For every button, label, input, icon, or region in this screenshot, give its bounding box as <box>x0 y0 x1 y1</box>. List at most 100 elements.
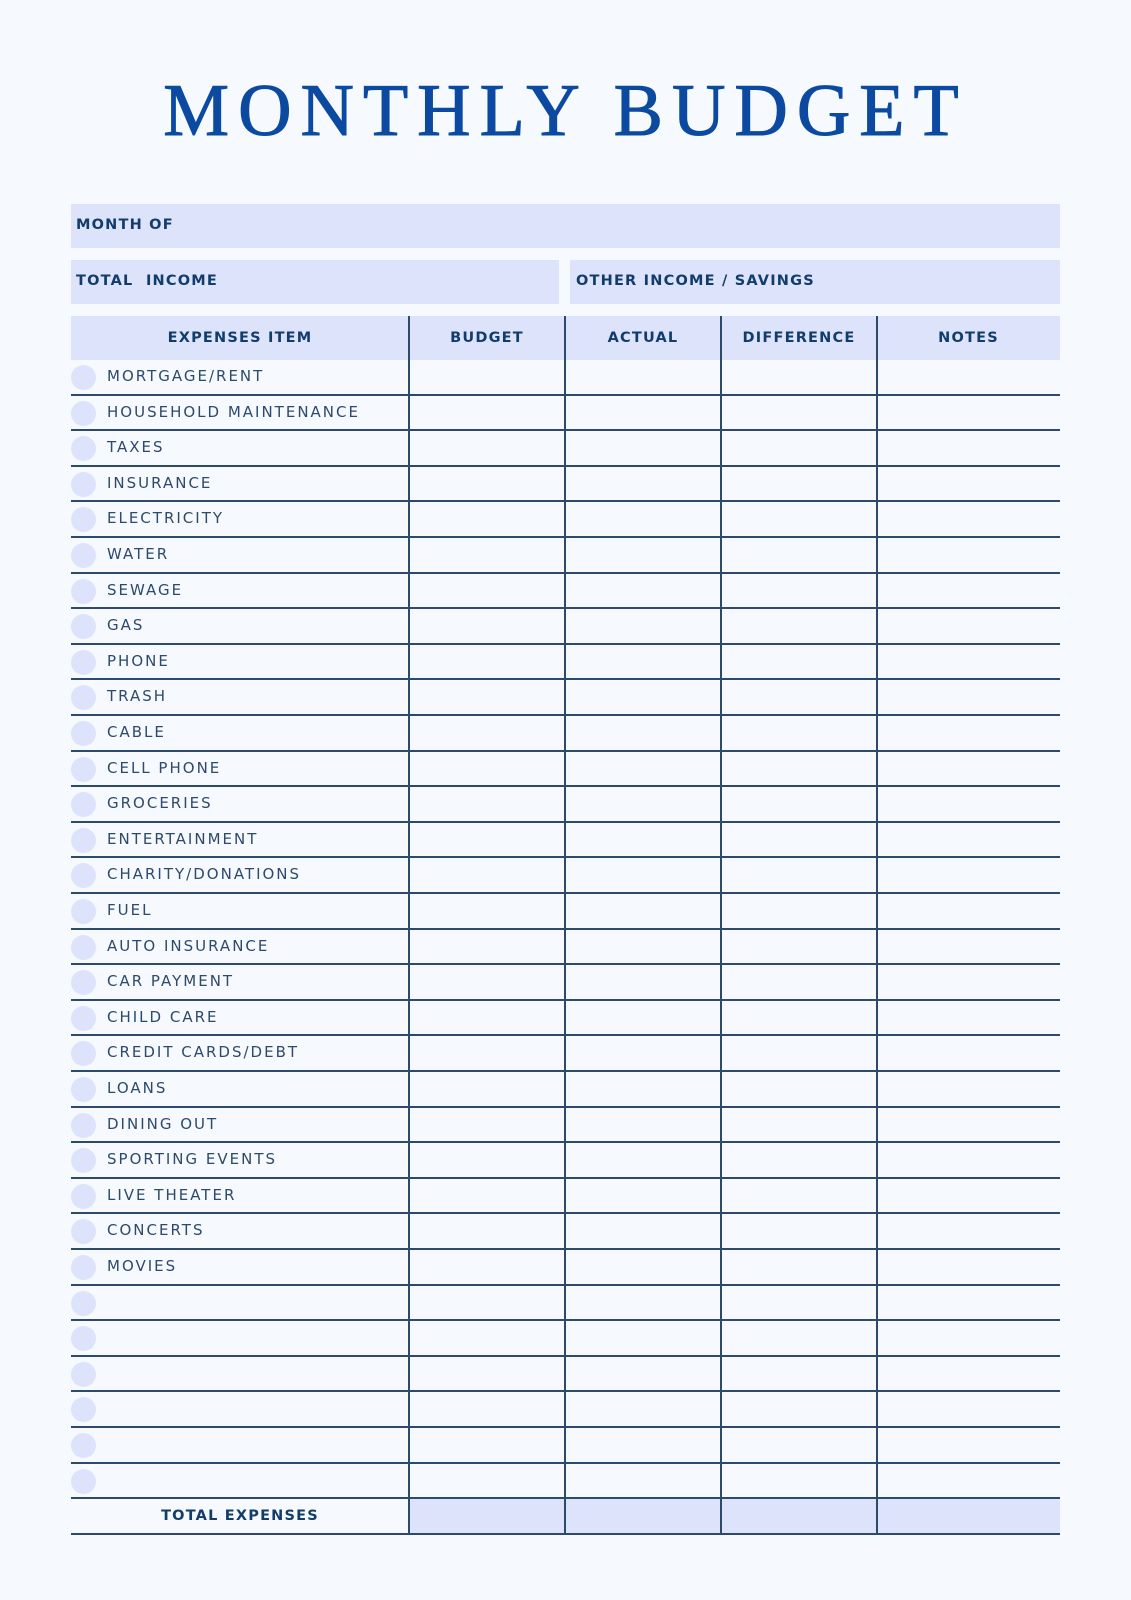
difference-cell[interactable] <box>722 787 876 821</box>
budget-cell[interactable] <box>410 431 564 465</box>
difference-cell[interactable] <box>722 1072 876 1106</box>
budget-cell[interactable] <box>410 467 564 501</box>
actual-cell[interactable] <box>566 965 720 999</box>
checkbox-circle[interactable] <box>71 899 96 924</box>
actual-cell[interactable] <box>566 1001 720 1035</box>
budget-cell[interactable] <box>410 502 564 536</box>
month-of-field[interactable]: MONTH OF <box>71 204 1060 248</box>
checkbox-circle[interactable] <box>71 471 96 497</box>
notes-cell[interactable] <box>878 431 1060 465</box>
checkbox-circle[interactable] <box>71 507 96 533</box>
notes-cell[interactable] <box>878 1392 1060 1426</box>
notes-cell[interactable] <box>878 930 1060 964</box>
budget-cell[interactable] <box>410 1428 564 1462</box>
difference-cell[interactable] <box>722 360 876 394</box>
budget-cell[interactable] <box>410 1072 564 1106</box>
budget-cell[interactable] <box>410 1001 564 1035</box>
difference-cell[interactable] <box>722 609 876 643</box>
actual-cell[interactable] <box>566 609 720 643</box>
total-actual-cell[interactable] <box>566 1499 720 1534</box>
budget-cell[interactable] <box>410 930 564 964</box>
difference-cell[interactable] <box>722 1392 876 1426</box>
notes-cell[interactable] <box>878 1357 1060 1391</box>
actual-cell[interactable] <box>566 858 720 892</box>
budget-cell[interactable] <box>410 1108 564 1142</box>
difference-cell[interactable] <box>722 1214 876 1248</box>
actual-cell[interactable] <box>566 360 720 394</box>
difference-cell[interactable] <box>722 467 876 501</box>
notes-cell[interactable] <box>878 1250 1060 1284</box>
notes-cell[interactable] <box>878 1321 1060 1355</box>
difference-cell[interactable] <box>722 1001 876 1035</box>
budget-cell[interactable] <box>410 396 564 430</box>
notes-cell[interactable] <box>878 1428 1060 1462</box>
budget-cell[interactable] <box>410 1321 564 1355</box>
checkbox-circle[interactable] <box>71 578 96 604</box>
checkbox-circle[interactable] <box>71 649 96 675</box>
checkbox-circle[interactable] <box>71 1041 96 1067</box>
budget-cell[interactable] <box>410 1286 564 1320</box>
notes-cell[interactable] <box>878 1143 1060 1177</box>
notes-cell[interactable] <box>878 609 1060 643</box>
actual-cell[interactable] <box>566 823 720 857</box>
checkbox-circle[interactable] <box>71 1397 96 1423</box>
budget-cell[interactable] <box>410 680 564 714</box>
difference-cell[interactable] <box>722 1250 876 1284</box>
actual-cell[interactable] <box>566 930 720 964</box>
actual-cell[interactable] <box>566 1036 720 1070</box>
notes-cell[interactable] <box>878 680 1060 714</box>
checkbox-circle[interactable] <box>71 1219 96 1245</box>
checkbox-circle[interactable] <box>71 756 96 782</box>
difference-cell[interactable] <box>722 823 876 857</box>
difference-cell[interactable] <box>722 965 876 999</box>
total-difference-cell[interactable] <box>722 1499 876 1534</box>
checkbox-circle[interactable] <box>71 970 96 996</box>
actual-cell[interactable] <box>566 502 720 536</box>
notes-cell[interactable] <box>878 716 1060 750</box>
actual-cell[interactable] <box>566 894 720 928</box>
difference-cell[interactable] <box>722 538 876 572</box>
checkbox-circle[interactable] <box>71 792 96 818</box>
checkbox-circle[interactable] <box>71 1326 96 1352</box>
difference-cell[interactable] <box>722 1036 876 1070</box>
difference-cell[interactable] <box>722 930 876 964</box>
notes-cell[interactable] <box>878 1108 1060 1142</box>
checkbox-circle[interactable] <box>71 614 96 640</box>
actual-cell[interactable] <box>566 1250 720 1284</box>
actual-cell[interactable] <box>566 1464 720 1498</box>
actual-cell[interactable] <box>566 1214 720 1248</box>
actual-cell[interactable] <box>566 538 720 572</box>
budget-cell[interactable] <box>410 716 564 750</box>
budget-cell[interactable] <box>410 965 564 999</box>
budget-cell[interactable] <box>410 360 564 394</box>
budget-cell[interactable] <box>410 823 564 857</box>
checkbox-circle[interactable] <box>71 543 96 568</box>
notes-cell[interactable] <box>878 1214 1060 1248</box>
difference-cell[interactable] <box>722 645 876 679</box>
checkbox-circle[interactable] <box>71 1468 96 1494</box>
budget-cell[interactable] <box>410 752 564 786</box>
budget-cell[interactable] <box>410 1143 564 1177</box>
budget-cell[interactable] <box>410 894 564 928</box>
difference-cell[interactable] <box>722 396 876 430</box>
budget-cell[interactable] <box>410 1357 564 1391</box>
difference-cell[interactable] <box>722 1428 876 1462</box>
actual-cell[interactable] <box>566 645 720 679</box>
budget-cell[interactable] <box>410 1464 564 1498</box>
notes-cell[interactable] <box>878 360 1060 394</box>
checkbox-circle[interactable] <box>71 827 96 853</box>
checkbox-circle[interactable] <box>71 934 96 960</box>
checkbox-circle[interactable] <box>71 863 96 889</box>
budget-cell[interactable] <box>410 787 564 821</box>
actual-cell[interactable] <box>566 787 720 821</box>
notes-cell[interactable] <box>878 1464 1060 1498</box>
budget-cell[interactable] <box>410 1392 564 1426</box>
actual-cell[interactable] <box>566 467 720 501</box>
total-budget-cell[interactable] <box>410 1499 564 1534</box>
budget-cell[interactable] <box>410 609 564 643</box>
notes-cell[interactable] <box>878 574 1060 608</box>
notes-cell[interactable] <box>878 396 1060 430</box>
checkbox-circle[interactable] <box>71 1077 96 1102</box>
checkbox-circle[interactable] <box>71 1148 96 1174</box>
actual-cell[interactable] <box>566 1072 720 1106</box>
